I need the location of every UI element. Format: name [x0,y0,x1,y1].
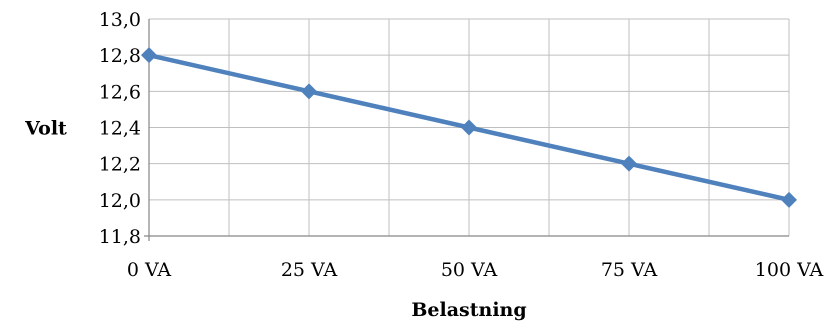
data-point [301,83,317,100]
x-tick-labels: 0 VA 25 VA 50 VA 75 VA 100 VA [127,259,824,281]
y-tick-label: 12,8 [99,45,141,67]
series-group [141,47,797,208]
y-tick-label: 12,4 [99,118,141,140]
y-tick-label: 12,0 [99,190,141,212]
data-point [781,191,797,208]
y-tick-label: 13,0 [99,9,141,31]
y-tick-label: 12,2 [99,154,141,176]
y-axis-title: Volt [24,118,67,140]
x-tick-label: 75 VA [601,259,658,281]
x-tick-label: 0 VA [127,259,172,281]
y-tick-labels: 11,8 12,0 12,2 12,4 12,6 12,8 13,0 [99,9,141,248]
x-tick-label: 25 VA [281,259,338,281]
y-tick-label: 11,8 [99,226,141,248]
x-tick-label: 50 VA [441,259,498,281]
data-point [141,47,157,64]
gridlines [148,18,790,237]
data-point [461,119,477,136]
data-point [621,155,637,172]
x-axis-title: Belastning [411,299,526,321]
y-tick-label: 12,6 [99,81,141,103]
x-tick-label: 100 VA [755,259,824,281]
